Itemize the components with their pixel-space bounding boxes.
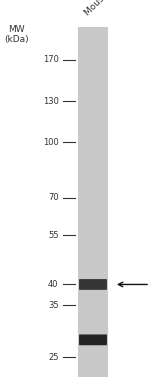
Text: 35: 35 xyxy=(48,301,58,310)
FancyBboxPatch shape xyxy=(79,335,107,345)
FancyBboxPatch shape xyxy=(79,279,107,290)
Text: 55: 55 xyxy=(48,231,58,239)
Text: MW
(kDa): MW (kDa) xyxy=(4,25,29,44)
Text: 70: 70 xyxy=(48,193,58,202)
Bar xyxy=(78,27,108,377)
Text: 130: 130 xyxy=(43,97,58,106)
Text: 170: 170 xyxy=(43,55,58,64)
Text: Mouse brain: Mouse brain xyxy=(83,0,129,17)
Text: 25: 25 xyxy=(48,353,58,362)
Text: 40: 40 xyxy=(48,280,58,289)
Text: 100: 100 xyxy=(43,138,58,147)
